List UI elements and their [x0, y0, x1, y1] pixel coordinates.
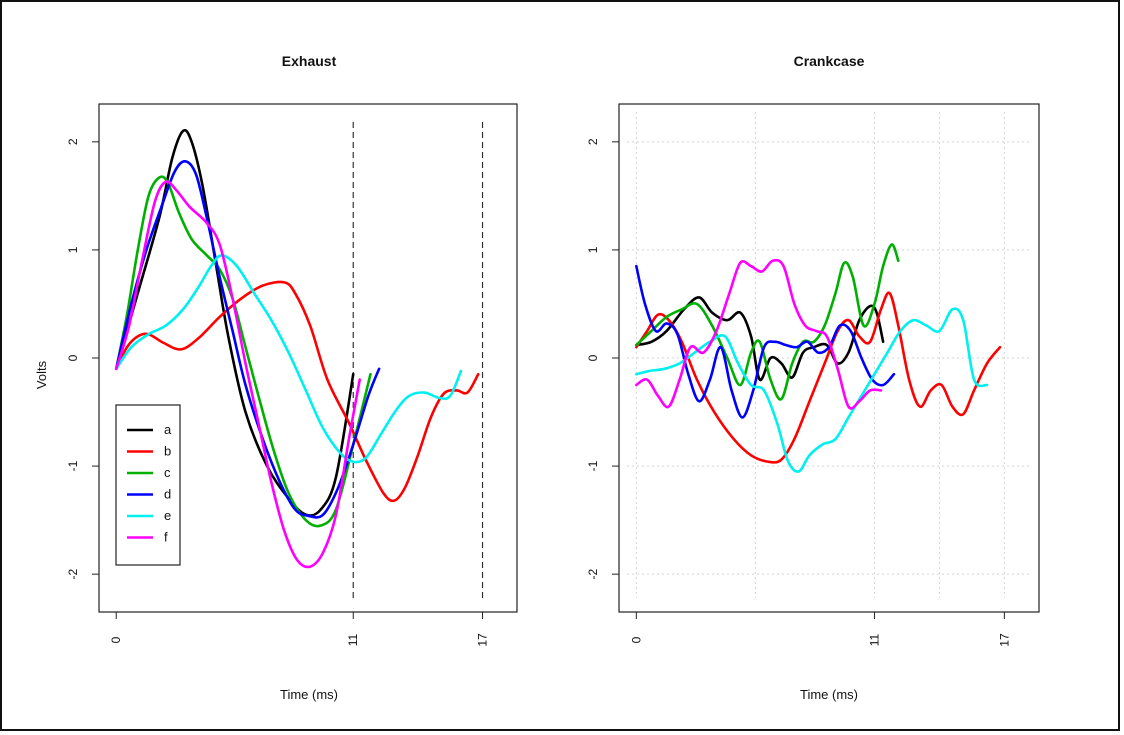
- series-line-d: [635, 264, 896, 419]
- series-line-b: [635, 291, 1002, 464]
- y-tick-label: -1: [586, 460, 600, 471]
- y-tick-label: 1: [66, 246, 80, 253]
- chart-title: Crankcase: [794, 53, 865, 69]
- x-axis-label: Time (ms): [280, 687, 338, 702]
- y-tick-label: -2: [586, 569, 600, 580]
- y-tick-label: 2: [66, 138, 80, 145]
- legend-label-a: a: [164, 422, 172, 437]
- y-tick-label: 0: [586, 354, 600, 361]
- series-line-f: [114, 180, 362, 569]
- series-line-e: [635, 307, 989, 473]
- series-line-f: [635, 258, 883, 410]
- y-tick-label: 0: [66, 354, 80, 361]
- x-tick-label: 17: [476, 633, 490, 647]
- legend-label-f: f: [164, 530, 168, 545]
- y-tick-label: 1: [586, 246, 600, 253]
- legend-label-d: d: [164, 487, 171, 502]
- legend-label-e: e: [164, 508, 171, 523]
- x-tick-label: 0: [629, 636, 643, 643]
- y-tick-label: 2: [586, 138, 600, 145]
- x-axis-label: Time (ms): [800, 687, 858, 702]
- series-line-b: [114, 280, 480, 503]
- x-tick-label: 0: [109, 636, 123, 643]
- series-line-d: [114, 159, 381, 519]
- series-line-c: [114, 175, 372, 528]
- y-tick-label: -1: [66, 460, 80, 471]
- x-tick-label: 11: [346, 633, 360, 646]
- x-tick-label: 17: [997, 633, 1011, 647]
- series-line-e: [114, 254, 463, 464]
- y-tick-label: -2: [66, 569, 80, 580]
- panel-crankcase: Crankcase Time (ms) 0 11 17 -2 -1 0 1 2: [586, 53, 1040, 702]
- series-line-c: [635, 243, 900, 401]
- series-line-a: [114, 129, 355, 517]
- legend-label-b: b: [164, 444, 171, 459]
- y-axis-label: Volts: [34, 360, 49, 389]
- x-tick-label: 11: [867, 633, 881, 646]
- legend-label-c: c: [164, 465, 171, 480]
- panel-exhaust: Exhaust Time (ms) Volts 0 11 17 -2 -1 0 1 2 abcd…: [34, 53, 518, 702]
- chart-title: Exhaust: [282, 53, 337, 69]
